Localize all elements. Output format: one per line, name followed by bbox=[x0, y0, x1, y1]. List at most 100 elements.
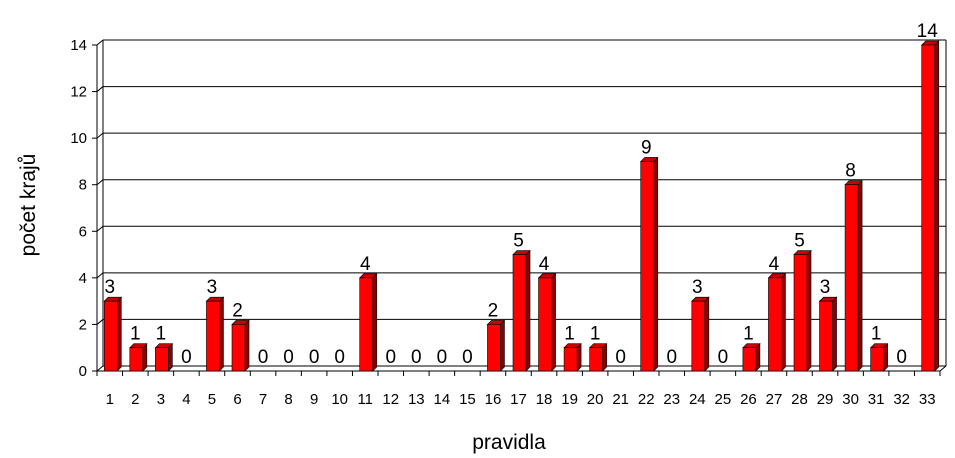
x-tick-label: 27 bbox=[766, 391, 783, 408]
data-label: 0 bbox=[437, 347, 448, 368]
x-tick-label: 15 bbox=[459, 391, 476, 408]
y-tick-label: 8 bbox=[79, 177, 87, 194]
bar bbox=[869, 342, 889, 372]
x-tick-label: 12 bbox=[382, 391, 399, 408]
gridline-depth bbox=[96, 319, 104, 325]
x-tick-label: 22 bbox=[638, 391, 655, 408]
x-tick-label: 2 bbox=[131, 391, 139, 408]
gridline-depth bbox=[96, 179, 104, 186]
x-tick-label: 30 bbox=[842, 391, 859, 408]
y-tick-label: 4 bbox=[79, 270, 87, 287]
x-tick-label: 18 bbox=[536, 391, 553, 408]
x-axis-title: pravidla bbox=[472, 431, 546, 454]
x-tick-label: 1 bbox=[106, 391, 114, 408]
data-label: 3 bbox=[104, 277, 115, 298]
x-tick-label: 8 bbox=[284, 391, 292, 408]
x-tick-label: 17 bbox=[510, 391, 527, 408]
y-tick-label: 0 bbox=[79, 363, 87, 380]
data-label: 0 bbox=[283, 347, 294, 368]
x-tick-label: 7 bbox=[259, 391, 267, 408]
y-axis-title: počet krajů bbox=[17, 154, 40, 257]
data-label: 14 bbox=[917, 21, 939, 42]
data-label: 3 bbox=[692, 277, 703, 298]
bar bbox=[537, 273, 557, 372]
bar bbox=[129, 342, 148, 372]
x-tick-label: 21 bbox=[612, 391, 629, 408]
bar bbox=[818, 296, 838, 372]
y-tick-labels: 0 2 4 6 8 10 12 14 bbox=[70, 37, 87, 380]
data-label: 1 bbox=[871, 324, 882, 345]
bar bbox=[767, 273, 787, 372]
data-label: 1 bbox=[156, 324, 167, 345]
x-tick-label: 28 bbox=[791, 391, 808, 408]
x-tick-labels: 1 2 3 4 5 6 7 8 9 10 11 12 13 14 15 16 17 18 19 20 21 22 23 24 2… bbox=[106, 391, 936, 408]
x-tick-label: 14 bbox=[434, 391, 451, 408]
data-label: 0 bbox=[385, 347, 396, 368]
bar bbox=[844, 179, 863, 372]
bars bbox=[103, 40, 940, 372]
x-tick-label: 20 bbox=[587, 391, 604, 408]
gridline-depth bbox=[96, 272, 104, 279]
bar bbox=[103, 296, 122, 372]
x-tick-label: 13 bbox=[408, 391, 425, 408]
data-label: 0 bbox=[181, 347, 192, 368]
x-tick-label: 29 bbox=[817, 391, 834, 408]
data-label: 0 bbox=[666, 347, 677, 368]
y-tick-label: 2 bbox=[79, 316, 87, 333]
y-tick-label: 14 bbox=[70, 37, 87, 54]
data-label: 4 bbox=[769, 254, 780, 275]
y-tick-label: 6 bbox=[79, 223, 87, 240]
data-label: 0 bbox=[462, 347, 473, 368]
data-label: 0 bbox=[258, 347, 269, 368]
bar bbox=[154, 342, 174, 372]
gridline-depth bbox=[96, 225, 104, 232]
data-label: 1 bbox=[564, 324, 575, 345]
gridline-depth bbox=[96, 86, 104, 92]
data-label: 0 bbox=[615, 347, 626, 368]
x-tick-label: 24 bbox=[689, 391, 706, 408]
x-tick-label: 19 bbox=[561, 391, 578, 408]
data-label: 2 bbox=[232, 300, 243, 321]
x-tick-label: 4 bbox=[182, 391, 190, 408]
data-label: 1 bbox=[743, 324, 754, 345]
data-label: 3 bbox=[207, 277, 218, 298]
x-tick-label: 5 bbox=[208, 391, 216, 408]
bar bbox=[359, 273, 378, 372]
bar bbox=[742, 342, 761, 372]
data-label: 0 bbox=[896, 347, 907, 368]
data-label: 0 bbox=[334, 347, 345, 368]
data-label: 2 bbox=[488, 300, 499, 321]
y-tick-label: 12 bbox=[70, 84, 87, 101]
x-tick-label: 11 bbox=[357, 391, 373, 408]
gridline-depth bbox=[96, 39, 104, 46]
x-tick-label: 23 bbox=[663, 391, 680, 408]
x-tick-label: 10 bbox=[331, 391, 348, 408]
gridline-depth bbox=[96, 132, 104, 139]
data-label: 4 bbox=[539, 254, 550, 275]
bar bbox=[793, 249, 812, 372]
y-tick-label: 10 bbox=[70, 130, 87, 147]
bar bbox=[691, 296, 710, 372]
bar bbox=[231, 319, 250, 372]
bar bbox=[921, 40, 940, 372]
x-tick-label: 3 bbox=[157, 391, 165, 408]
x-tick-label: 26 bbox=[740, 391, 757, 408]
bar bbox=[205, 296, 225, 372]
data-label: 0 bbox=[718, 347, 729, 368]
bar bbox=[640, 156, 659, 372]
x-tick-label: 6 bbox=[233, 391, 241, 408]
data-label: 0 bbox=[309, 347, 320, 368]
x-tick-label: 16 bbox=[485, 391, 502, 408]
bar bbox=[486, 319, 506, 372]
data-label: 1 bbox=[130, 324, 141, 345]
data-label: 8 bbox=[845, 161, 856, 182]
x-tick-label: 32 bbox=[893, 391, 910, 408]
bar bbox=[563, 342, 582, 372]
floor-right-edge bbox=[939, 365, 947, 372]
data-label: 5 bbox=[513, 231, 524, 252]
x-tick-label: 25 bbox=[715, 391, 732, 408]
data-label: 0 bbox=[411, 347, 422, 368]
gridline-depth bbox=[96, 365, 104, 372]
